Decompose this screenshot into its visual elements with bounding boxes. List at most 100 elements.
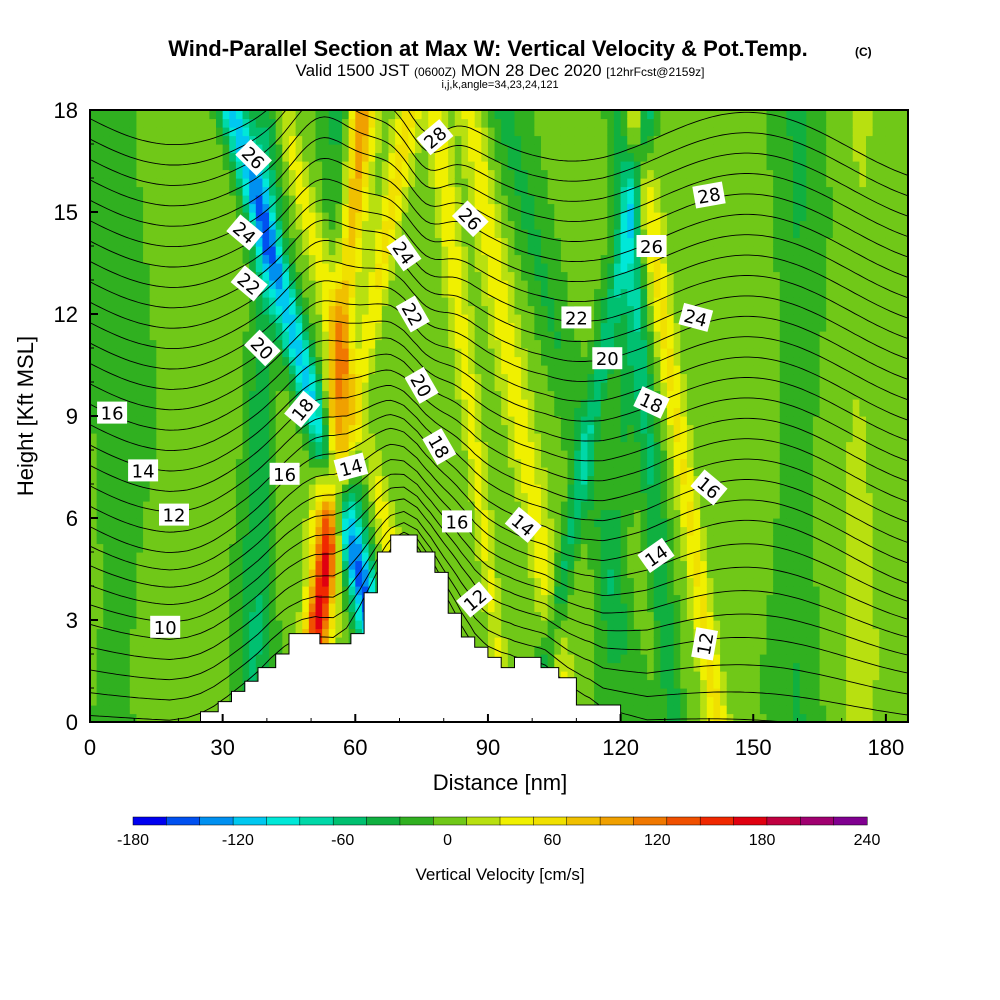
heat-cell	[189, 169, 197, 179]
heat-cell	[288, 382, 297, 392]
heat-cell	[368, 288, 376, 298]
heat-cell	[90, 518, 98, 528]
heat-cell	[434, 263, 443, 273]
heat-cell	[149, 407, 157, 417]
heat-cell	[388, 348, 396, 358]
heat-cell	[129, 195, 138, 205]
heat-cell	[315, 220, 323, 230]
heat-cell	[143, 492, 151, 502]
heat-cell	[441, 178, 449, 188]
heat-cell	[216, 186, 224, 196]
heat-cell	[328, 569, 336, 579]
heat-cell	[514, 373, 522, 383]
heat-cell	[521, 127, 529, 137]
valid-utc: (0600Z)	[414, 65, 456, 79]
heat-cell	[189, 152, 197, 162]
heat-cell	[262, 518, 270, 528]
heat-cell	[434, 526, 443, 536]
heat-cell	[96, 254, 104, 264]
heat-cell	[275, 220, 283, 230]
heat-cell	[242, 433, 250, 443]
heat-cell	[521, 246, 529, 256]
heat-cell	[295, 127, 303, 137]
heat-cell	[375, 161, 383, 171]
heat-cell	[222, 118, 230, 128]
heat-cell	[222, 518, 230, 528]
heat-cell	[143, 696, 151, 706]
heat-cell	[123, 458, 131, 468]
heat-cell	[335, 433, 343, 443]
heat-cell	[189, 348, 197, 358]
heat-cell	[202, 271, 210, 281]
heat-cell	[541, 144, 549, 154]
heat-cell	[348, 271, 356, 281]
heat-cell	[269, 484, 277, 494]
heat-cell	[269, 229, 277, 239]
heat-cell	[96, 535, 104, 545]
heat-cell	[90, 688, 98, 698]
heat-cell	[269, 620, 277, 630]
heat-cell	[401, 288, 409, 298]
heat-cell	[143, 416, 151, 426]
heat-cell	[255, 569, 264, 579]
heat-cell	[235, 594, 244, 604]
heat-cell	[408, 348, 416, 358]
heat-cell	[156, 705, 164, 715]
heat-cell	[209, 339, 217, 349]
heat-cell	[534, 569, 542, 579]
heat-cell	[521, 331, 529, 341]
heat-cell	[414, 152, 423, 162]
heat-cell	[514, 220, 522, 230]
heat-cell	[255, 433, 264, 443]
heat-cell	[428, 161, 436, 171]
heat-cell	[196, 407, 204, 417]
heat-cell	[149, 696, 157, 706]
heat-cell	[189, 569, 197, 579]
heat-cell	[116, 246, 124, 256]
heat-cell	[216, 356, 224, 366]
heat-cell	[222, 526, 230, 536]
heat-cell	[487, 603, 496, 613]
heat-cell	[441, 416, 449, 426]
heat-cell	[129, 135, 138, 145]
heat-cell	[149, 671, 157, 681]
heat-cell	[388, 433, 396, 443]
heat-cell	[507, 399, 516, 409]
heat-cell	[216, 144, 224, 154]
heat-cell	[96, 237, 104, 247]
heat-cell	[222, 373, 230, 383]
heat-cell	[249, 518, 257, 528]
heat-cell	[527, 152, 535, 162]
heat-cell	[468, 492, 476, 502]
heat-cell	[129, 696, 138, 706]
heat-cell	[428, 110, 436, 120]
heat-cell	[348, 161, 356, 171]
heat-cell	[328, 450, 336, 460]
heat-cell	[103, 518, 111, 528]
heat-cell	[534, 144, 542, 154]
heat-cell	[96, 322, 104, 332]
heat-cell	[275, 594, 283, 604]
heat-cell	[342, 560, 350, 570]
heat-cell	[428, 195, 436, 205]
heat-cell	[335, 229, 343, 239]
heat-cell	[368, 186, 376, 196]
heat-cell	[196, 348, 204, 358]
heat-cell	[262, 220, 270, 230]
heat-cell	[434, 280, 443, 290]
heat-cell	[342, 475, 350, 485]
heat-cell	[434, 348, 443, 358]
heat-cell	[388, 526, 396, 536]
heat-cell	[322, 254, 330, 264]
heat-cell	[368, 407, 376, 417]
heat-cell	[368, 271, 376, 281]
heat-cell	[116, 586, 124, 596]
heat-cell	[487, 195, 496, 205]
heat-cell	[315, 407, 323, 417]
heat-cell	[143, 637, 151, 647]
heat-cell	[103, 526, 111, 536]
heat-cell	[103, 169, 111, 179]
heat-cell	[487, 450, 496, 460]
heat-cell	[375, 186, 383, 196]
heat-cell	[143, 620, 151, 630]
